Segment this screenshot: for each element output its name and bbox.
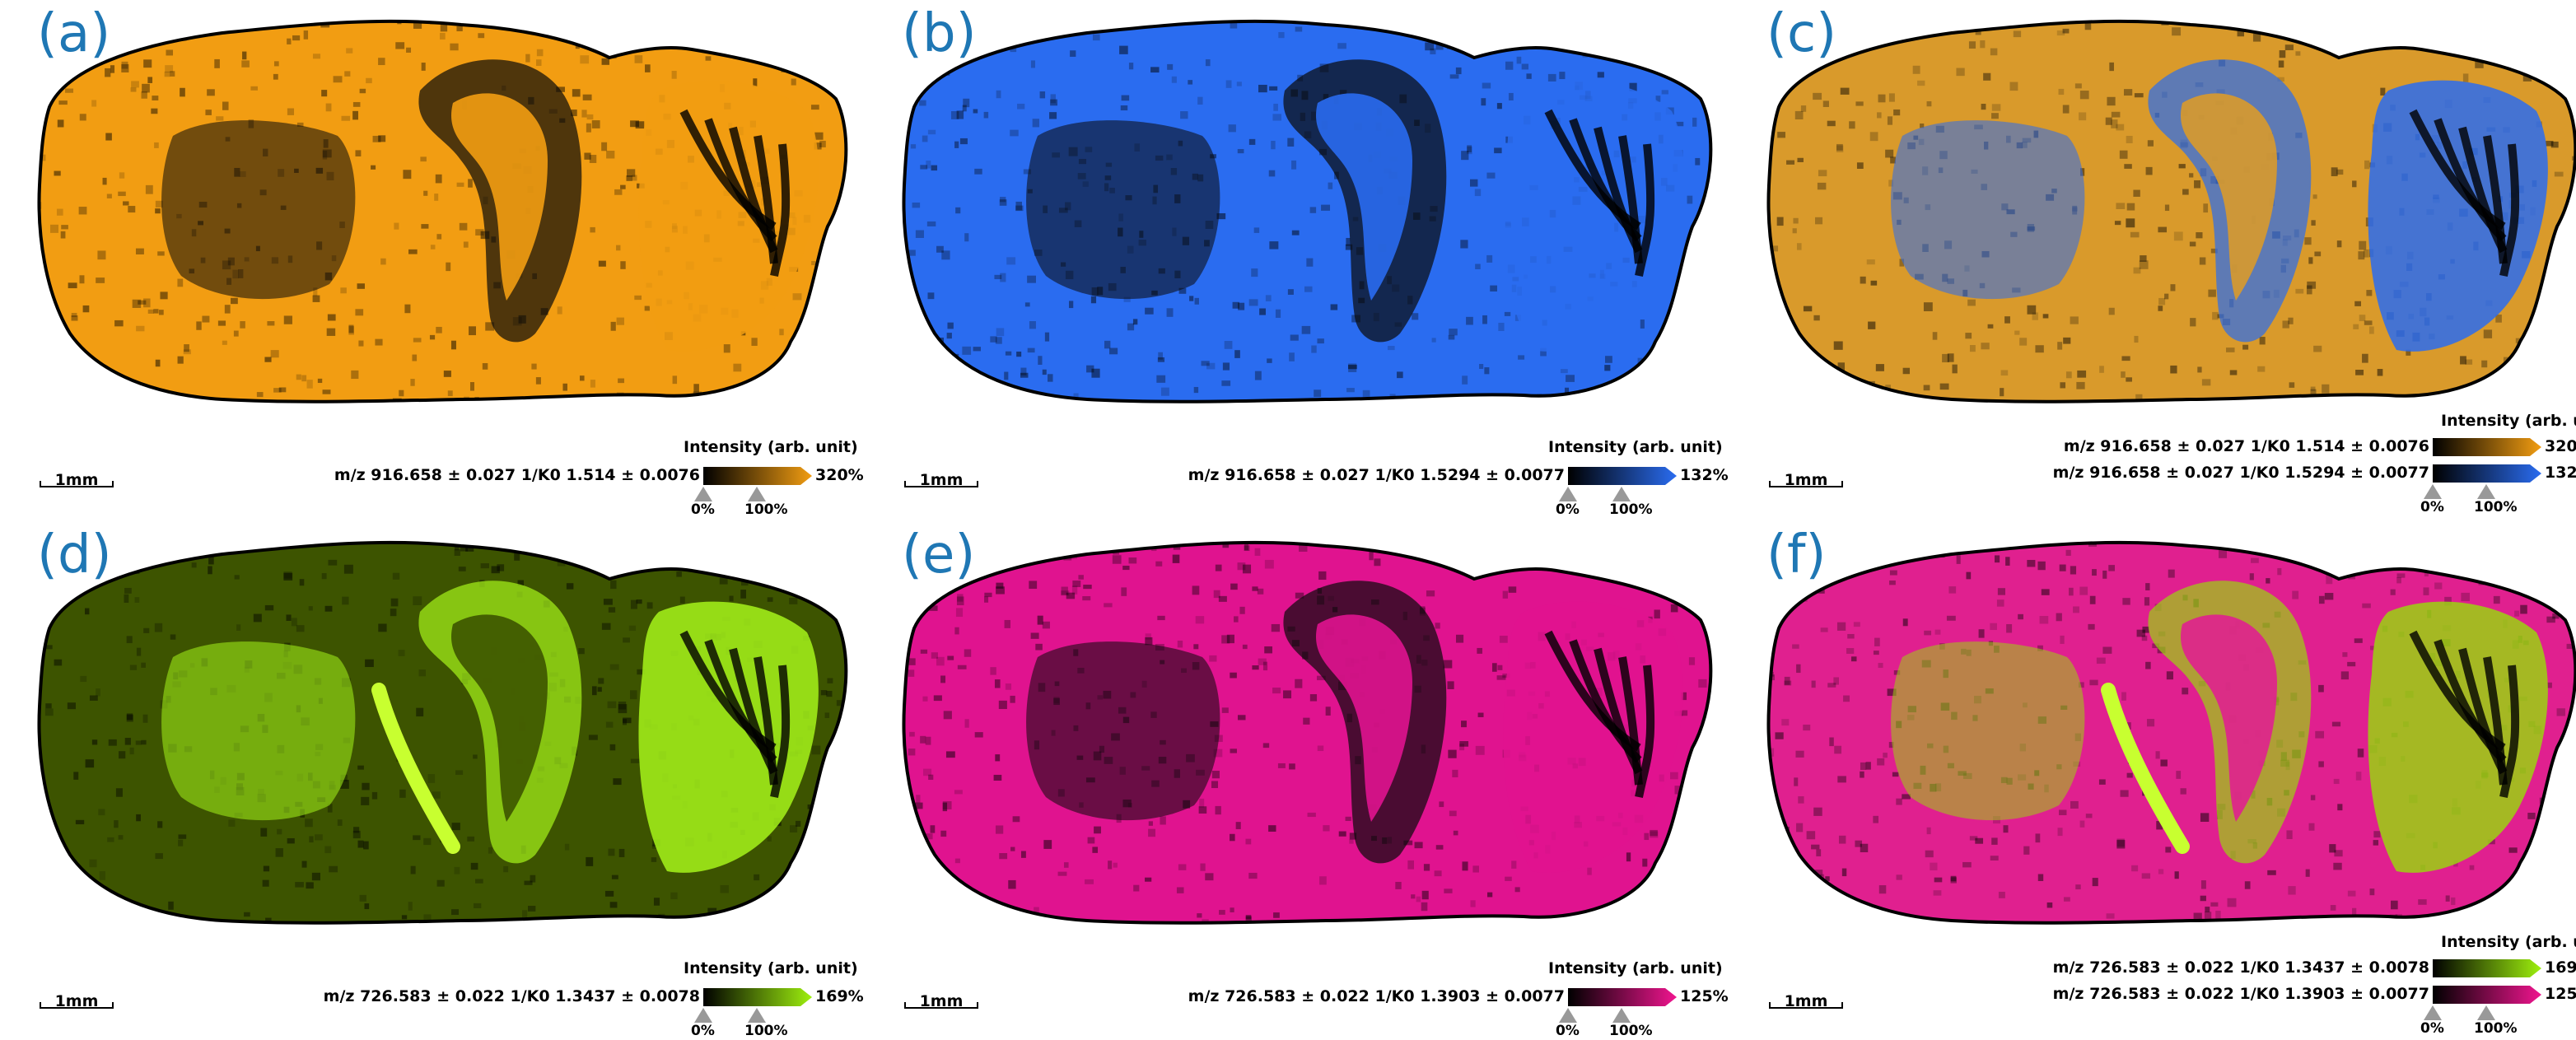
tick-max-marker [1612,487,1631,501]
scalebar-label: 1mm [919,992,964,1010]
colorbar-row: m/z 916.658 ± 0.027 1/K0 1.5294 ± 0.0077… [865,465,1729,485]
colorbar-max-label: 320% [815,466,864,484]
tissue-outline [902,540,1713,925]
tissue-image [1766,19,2576,403]
tick-min-label: 0% [1556,1023,1580,1039]
colorbar [2433,464,2541,483]
colorbar-label: m/z 916.658 ± 0.027 1/K0 1.5294 ± 0.0077 [1188,466,1565,484]
tick-min-label: 0% [691,501,715,518]
colorbar-row: m/z 726.583 ± 0.022 1/K0 1.3437 ± 0.0078… [0,986,864,1006]
scalebar-label: 1mm [54,992,99,1010]
scalebar: 1mm [40,471,114,489]
intensity-title: Intensity (arb. unit) [684,959,858,977]
colorbar-max-label: 125% [2545,985,2576,1003]
colorbar-max-label: 132% [1680,466,1729,484]
colorbar [703,467,812,485]
colorbar-max-label: 125% [1680,987,1729,1005]
tick-min-marker [2424,1005,2442,1020]
panel-label: (c) [1766,3,1837,64]
panel-label: (b) [902,3,977,64]
scalebar-label: 1mm [54,471,99,489]
colorbar-label: m/z 726.583 ± 0.022 1/K0 1.3903 ± 0.0077 [1188,987,1565,1005]
scalebar-label: 1mm [919,471,964,489]
tissue-image [37,19,848,403]
tick-max-marker [2477,484,2495,499]
intensity-title: Intensity (arb. unit) [1548,959,1723,977]
panel-label: (a) [37,3,111,64]
colorbar-row: m/z 726.583 ± 0.022 1/K0 1.3903 ± 0.0077… [865,986,1729,1006]
colorbar-label: m/z 726.583 ± 0.022 1/K0 1.3437 ± 0.0078 [323,987,700,1005]
tissue-image [1766,540,2576,925]
tissue-outline [1766,19,2576,403]
scalebar: 1mm [1769,992,1843,1010]
colorbar-row: m/z 726.583 ± 0.022 1/K0 1.3903 ± 0.0077… [1729,984,2576,1004]
colorbar [2433,959,2541,977]
colorbar [703,988,812,1006]
colorbar [1568,988,1677,1006]
tick-min-label: 0% [2420,1020,2444,1037]
colorbar-max-label: 132% [2545,464,2576,482]
colorbar-max-label: 169% [815,987,864,1005]
scalebar: 1mm [1769,471,1843,489]
intensity-title: Intensity (arb. unit) [684,438,858,456]
colorbar [2433,986,2541,1004]
tissue-image [902,540,1713,925]
tissue-outline [1766,540,2576,925]
scalebar-label: 1mm [1784,471,1828,489]
tick-min-label: 0% [1556,501,1580,518]
tick-min-label: 0% [691,1023,715,1039]
colorbar-max-label: 169% [2545,958,2576,977]
intensity-title: Intensity (arb. unit) [2441,412,2576,430]
panel-d: (d) 1mm Intensity (arb. unit) m/z 726.58… [0,521,865,1040]
intensity-title: Intensity (arb. unit) [2441,933,2576,951]
colorbar-row: m/z 726.583 ± 0.022 1/K0 1.3437 ± 0.0078… [1729,958,2576,977]
colorbar [1568,467,1677,485]
scalebar: 1mm [904,992,978,1010]
colorbar-label: m/z 916.658 ± 0.027 1/K0 1.514 ± 0.0076 [334,466,700,484]
tick-max-label: 100% [744,1023,788,1039]
tissue-outline [37,19,848,403]
tick-min-label: 0% [2420,499,2444,515]
panel-a: (a) 1mm Intensity (arb. unit) m/z 916.65… [0,0,865,519]
colorbar-label: m/z 916.658 ± 0.027 1/K0 1.514 ± 0.0076 [2063,437,2429,455]
tick-max-label: 100% [1609,1023,1653,1039]
tissue-outline [37,540,848,925]
panel-label: (e) [902,525,976,585]
panel-b: (b) 1mm Intensity (arb. unit) m/z 916.65… [865,0,1729,519]
tick-max-label: 100% [2474,1020,2518,1037]
colorbar-max-label: 320% [2545,437,2576,455]
tick-max-marker [748,487,766,501]
panel-f: (f) 1mm Intensity (arb. unit) m/z 726.58… [1729,521,2576,1040]
tissue-image [37,540,848,925]
tick-max-marker [1612,1008,1631,1023]
tick-min-marker [1559,1008,1577,1023]
tick-max-marker [2477,1005,2495,1020]
tick-min-marker [1559,487,1577,501]
colorbar-label: m/z 916.658 ± 0.027 1/K0 1.5294 ± 0.0077 [2052,464,2429,482]
tick-min-marker [694,487,712,501]
scalebar: 1mm [40,992,114,1010]
tick-min-marker [2424,484,2442,499]
scalebar-label: 1mm [1784,992,1828,1010]
tissue-outline [902,19,1713,403]
tissue-image [902,19,1713,403]
panel-label: (d) [37,525,112,585]
colorbar-label: m/z 726.583 ± 0.022 1/K0 1.3437 ± 0.0078 [2052,958,2429,977]
tick-min-marker [694,1008,712,1023]
panel-label: (f) [1766,525,1827,585]
tick-max-marker [748,1008,766,1023]
panel-e: (e) 1mm Intensity (arb. unit) m/z 726.58… [865,521,1729,1040]
colorbar-row: m/z 916.658 ± 0.027 1/K0 1.514 ± 0.0076 3… [1729,436,2576,456]
tick-max-label: 100% [2474,499,2518,515]
colorbar-row: m/z 916.658 ± 0.027 1/K0 1.514 ± 0.0076 3… [0,465,864,485]
colorbar [2433,438,2541,456]
intensity-title: Intensity (arb. unit) [1548,438,1723,456]
colorbar-row: m/z 916.658 ± 0.027 1/K0 1.5294 ± 0.0077… [1729,463,2576,483]
scalebar: 1mm [904,471,978,489]
colorbar-label: m/z 726.583 ± 0.022 1/K0 1.3903 ± 0.0077 [2052,985,2429,1003]
panel-c: (c) 1mm Intensity (arb. unit) m/z 916.65… [1729,0,2576,519]
tick-max-label: 100% [744,501,788,518]
tick-max-label: 100% [1609,501,1653,518]
